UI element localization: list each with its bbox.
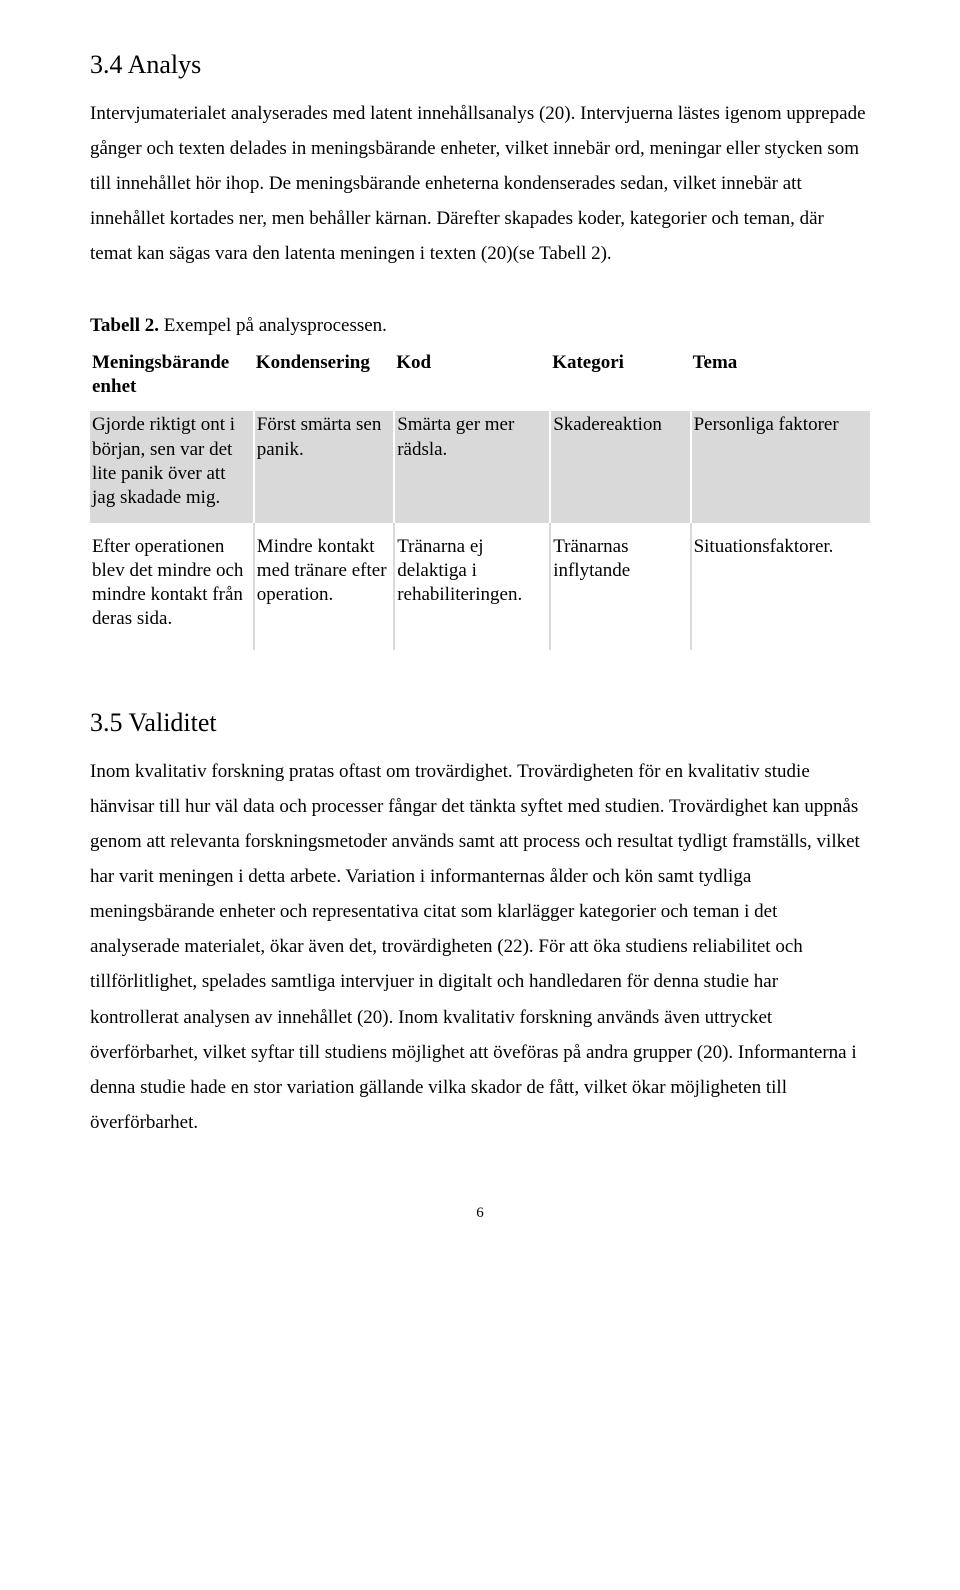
table-header: Tema (691, 349, 870, 412)
table-caption: Tabell 2. Exempel på analysprocessen. (90, 308, 870, 343)
table-header: Kategori (550, 349, 690, 412)
table-cell: Efter operationen blev det mindre och mi… (90, 523, 254, 650)
table-cell: Mindre kontakt med tränare efter operati… (254, 523, 394, 650)
table-caption-text: Exempel på analysprocessen. (159, 315, 387, 336)
table-header: Kondensering (254, 349, 394, 412)
paragraph-validitet: Inom kvalitativ forskning pratas oftast … (90, 754, 870, 1141)
table-header-row: Meningsbärande enhet Kondensering Kod Ka… (90, 349, 870, 412)
table-caption-label: Tabell 2. (90, 315, 159, 336)
table-cell: Gjorde riktigt ont i början, sen var det… (90, 411, 254, 522)
table-cell: Skadereaktion (550, 411, 690, 522)
table-header: Kod (394, 349, 550, 412)
analysis-example-table: Meningsbärande enhet Kondensering Kod Ka… (90, 349, 870, 650)
table-cell: Personliga faktorer (691, 411, 870, 522)
table-cell: Smärta ger mer rädsla. (394, 411, 550, 522)
section-heading-analys: 3.4 Analys (90, 48, 870, 82)
table-cell: Tränarna ej delaktiga i rehabiliteringen… (394, 523, 550, 650)
section-heading-validitet: 3.5 Validitet (90, 706, 870, 740)
table-header: Meningsbärande enhet (90, 349, 254, 412)
table-cell: Situationsfaktorer. (691, 523, 870, 650)
table-cell: Tränarnas inflytande (550, 523, 690, 650)
paragraph-analys: Intervjumaterialet analyserades med late… (90, 96, 870, 272)
page-number: 6 (90, 1200, 870, 1228)
table-row: Efter operationen blev det mindre och mi… (90, 523, 870, 650)
table-row: Gjorde riktigt ont i början, sen var det… (90, 411, 870, 522)
table-cell: Först smärta sen panik. (254, 411, 394, 522)
